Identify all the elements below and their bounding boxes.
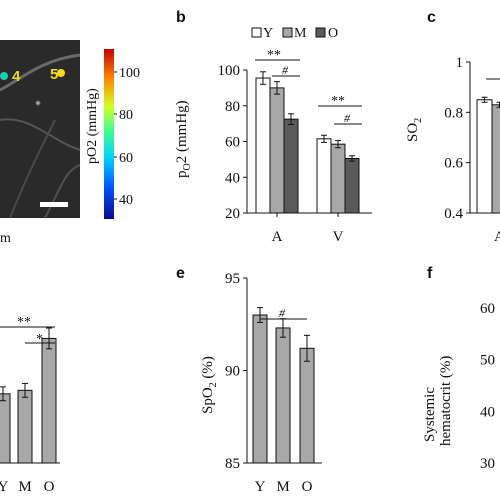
panel-letter-f: f xyxy=(427,265,433,282)
y-tick-label: 60 xyxy=(225,135,240,151)
probe-point-5 xyxy=(57,69,65,77)
bar xyxy=(275,327,291,464)
y-tick-label: 20 xyxy=(225,206,240,222)
chart-b-axes: 20 40 60 80 100 A V xyxy=(218,63,372,245)
panel-f: f Systemic hematocrit (%) 30 40 50 60 xyxy=(422,265,495,472)
bar xyxy=(316,138,332,214)
point-label-5: 5 xyxy=(50,66,58,83)
bar xyxy=(252,314,268,464)
y-axis-title: pO2 (mmHg) xyxy=(174,100,193,178)
vessel-path xyxy=(0,53,81,92)
legend: Y M O xyxy=(251,26,338,41)
sig-label: ** xyxy=(331,94,345,109)
sig-label: # xyxy=(344,111,351,125)
scale-bar xyxy=(40,202,68,207)
colorbar-tick-label: 80 xyxy=(119,108,133,123)
y-tick-label: 0.8 xyxy=(444,105,463,121)
significance-markers: ** * xyxy=(0,315,55,347)
y-tick-label: 60 xyxy=(480,301,495,317)
bright-spot xyxy=(35,100,41,106)
probe-point-4 xyxy=(0,72,8,80)
significance-markers: # xyxy=(260,306,307,320)
y-axis-title: hematocrit (%) xyxy=(438,356,454,446)
legend-swatch-y xyxy=(251,27,262,38)
chart-b-bars xyxy=(255,71,360,214)
sig-label: # xyxy=(282,63,289,77)
bar xyxy=(0,393,11,464)
x-tick-fragment: A xyxy=(494,229,500,245)
bar xyxy=(491,104,500,214)
x-tick-label: Y xyxy=(0,479,9,495)
x-tick-label: M xyxy=(18,479,31,495)
bar xyxy=(476,99,493,214)
legend-label-o: O xyxy=(328,26,338,41)
point-label-4: 4 xyxy=(12,68,21,85)
sig-label: # xyxy=(279,306,286,320)
bar xyxy=(255,77,271,214)
bar xyxy=(283,118,299,214)
panel-a: 4 5 m 100 80 60 40 pO2 (mmHg) xyxy=(0,40,140,246)
x-tick-label: O xyxy=(302,479,313,495)
y-tick-label: 90 xyxy=(225,364,240,380)
y-tick-label: 80 xyxy=(225,99,240,115)
y-axis-title: SpO2 (%) xyxy=(200,356,219,414)
vessel-path xyxy=(9,119,56,219)
x-tick-label: M xyxy=(276,479,289,495)
panel-letter-b: b xyxy=(176,9,186,26)
legend-swatch-m xyxy=(282,27,293,38)
x-tick-label: O xyxy=(44,479,55,495)
colorbar-label: pO2 (mmHg) xyxy=(85,88,100,164)
y-tick-label: 40 xyxy=(480,404,495,420)
legend-label-m: M xyxy=(294,26,307,41)
y-tick-label: 85 xyxy=(225,456,240,472)
x-tick-label: V xyxy=(333,229,344,245)
panel-c: c SO2 0.4 0.6 0.8 1 A xyxy=(405,9,500,245)
chart-c-bars xyxy=(476,96,500,214)
colorbar-tick-label: 100 xyxy=(119,66,140,81)
x-tick-label: Y xyxy=(255,479,266,495)
panel-letter-e: e xyxy=(176,265,185,282)
colorbar-tick-label: 60 xyxy=(119,151,133,166)
panel-b: b Y M O pO2 (mmHg) 20 40 60 80 100 A V ** # **… xyxy=(174,9,372,245)
chart-c-axes: 0.4 0.6 0.8 1 xyxy=(444,55,500,222)
significance-markers: ** # ** # xyxy=(255,48,362,125)
bar xyxy=(299,347,315,464)
bar xyxy=(330,143,346,214)
y-tick-label: 30 xyxy=(480,456,495,472)
legend-swatch-o xyxy=(315,27,326,38)
y-tick-label: 50 xyxy=(480,353,495,369)
vessel-path xyxy=(44,164,81,219)
panel-letter-c: c xyxy=(427,9,436,26)
sig-label: * xyxy=(36,332,43,347)
colorbar xyxy=(104,49,114,219)
bar xyxy=(344,157,360,214)
chart-d-bars xyxy=(0,327,57,464)
bar xyxy=(17,389,33,464)
y-tick-label: 95 xyxy=(225,271,240,287)
caption-fragment: m xyxy=(0,231,11,246)
sig-label: ** xyxy=(267,48,281,63)
chart-e-bars xyxy=(252,307,315,464)
bar xyxy=(269,87,285,214)
sig-label: ** xyxy=(17,315,31,330)
colorbar-tick-label: 40 xyxy=(119,193,133,208)
chart-f-axes: 30 40 50 60 xyxy=(480,301,495,472)
x-tick-label: A xyxy=(272,229,283,245)
y-tick-label: 0.4 xyxy=(444,206,463,222)
y-tick-label: 100 xyxy=(218,63,241,79)
legend-label-y: Y xyxy=(263,26,273,41)
y-tick-label: 1 xyxy=(456,55,464,71)
panel-e: e SpO2 (%) 85 90 95 Y M O # xyxy=(176,265,322,495)
y-tick-label: 0.6 xyxy=(444,156,463,172)
vessel-path xyxy=(0,118,81,151)
y-tick-label: 40 xyxy=(225,170,240,186)
y-axis-title: Systemic xyxy=(422,387,438,442)
colorbar-ticks xyxy=(114,71,117,200)
bar xyxy=(41,337,57,464)
y-axis-title: SO2 xyxy=(405,118,424,142)
